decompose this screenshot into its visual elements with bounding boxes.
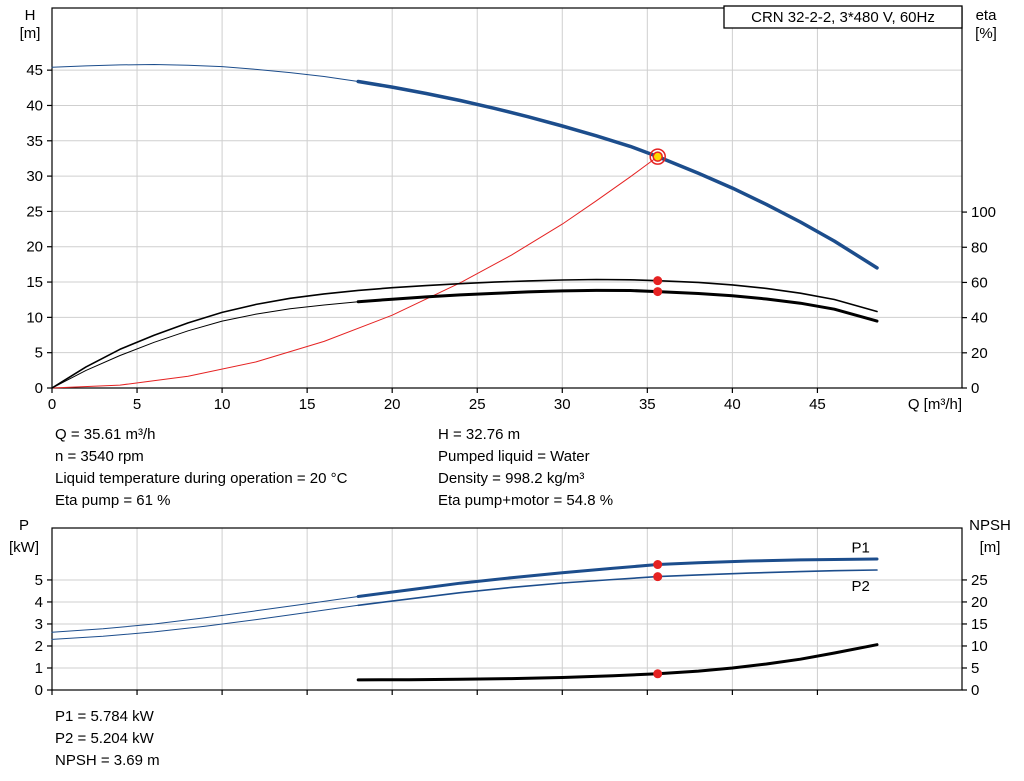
eta-pump-motor-point: [653, 287, 663, 297]
info-flow: Q = 35.61 m³/h: [55, 426, 156, 443]
right-axis-tick-label: 10: [971, 638, 988, 655]
x-axis-tick-label: 35: [639, 396, 656, 413]
right-axis-tick-label: 80: [971, 239, 988, 256]
right-axis-tick-label: 40: [971, 310, 988, 327]
left-axis-tick-label: 40: [26, 97, 43, 114]
left-axis-tick-label: 35: [26, 133, 43, 150]
left-axis-tick-label: 15: [26, 274, 43, 291]
left-axis-tick-label: 2: [35, 638, 43, 655]
duty-point: [652, 151, 663, 162]
duty-info-left: Q = 35.61 m³/h n = 3540 rpm Liquid tempe…: [55, 424, 347, 512]
left-axis-tick-label: 0: [35, 682, 43, 699]
left-axis-unit: [m]: [20, 25, 41, 42]
h-curve: [356, 79, 879, 270]
right-axis-tick-label: 20: [971, 345, 988, 362]
npsh-curve: [356, 643, 879, 682]
left-axis-tick-label: 5: [35, 345, 43, 362]
info-head: H = 32.76 m: [438, 426, 521, 443]
npsh-point: [653, 669, 663, 679]
left-axis-tick-label: 4: [35, 594, 43, 611]
eta-pump-motor-extension: [51, 301, 359, 389]
x-axis-tick-label: 45: [809, 396, 826, 413]
x-axis-tick-label: 5: [133, 396, 141, 413]
x-axis-tick-label: 0: [48, 396, 56, 413]
x-axis-tick-label: 20: [384, 396, 401, 413]
p2-curve: [357, 569, 878, 607]
left-axis-tick-label: 25: [26, 203, 43, 220]
info-npsh: NPSH = 3.69 m: [55, 752, 160, 769]
info-p2: P2 = 5.204 kW: [55, 730, 154, 747]
eta-pump-point: [653, 276, 663, 286]
right-axis-tick-label: 0: [971, 380, 979, 397]
x-axis-title: Q [m³/h]: [908, 396, 962, 413]
info-eta-pump-motor: Eta pump+motor = 54.8 %: [438, 492, 614, 509]
left-axis-tick-label: 30: [26, 168, 43, 185]
power-npsh-chart: 0 1 2 3 4 5 0 5 10 15 20 25 P [kW] NPSH [m] P1 P2: [9, 517, 1011, 699]
right-axis-unit: [m]: [980, 539, 1001, 556]
eta-pump-motor-curve: [356, 288, 879, 323]
p2-point: [653, 572, 663, 582]
right-axis-tick-label: 100: [971, 204, 996, 221]
p1-label: P1: [851, 539, 869, 556]
left-axis-tick-label: 5: [35, 572, 43, 589]
left-axis-unit: [kW]: [9, 539, 39, 556]
x-axis-tick-label: 40: [724, 396, 741, 413]
x-axis-tick-label: 10: [214, 396, 231, 413]
left-axis-tick-label: 20: [26, 239, 43, 256]
right-axis-title: NPSH: [969, 517, 1011, 534]
left-axis-tick-label: 10: [26, 309, 43, 326]
right-axis-tick-label: 20: [971, 594, 988, 611]
info-eta-pump: Eta pump = 61 %: [55, 492, 171, 509]
duty-point-ring: [649, 148, 666, 165]
x-axis-tick-label: 30: [554, 396, 571, 413]
left-axis-title: P: [19, 517, 29, 534]
right-axis-title: eta: [976, 7, 998, 24]
info-density: Density = 998.2 kg/m³: [438, 470, 585, 487]
right-axis-tick-label: 15: [971, 616, 988, 633]
right-axis-tick-label: 0: [971, 682, 979, 699]
left-axis-tick-label: 3: [35, 616, 43, 633]
pump-title: CRN 32-2-2, 3*480 V, 60Hz: [751, 9, 935, 26]
eta-pump-curve: [51, 278, 878, 389]
left-axis-tick-label: 0: [35, 380, 43, 397]
left-axis-tick-label: 45: [26, 62, 43, 79]
info-p1: P1 = 5.784 kW: [55, 708, 154, 725]
p1-extension: [51, 596, 359, 633]
pump-title-box: [723, 5, 963, 29]
right-axis-tick-label: 25: [971, 572, 988, 589]
left-axis-title: H: [25, 7, 36, 24]
x-axis-tick-label: 15: [299, 396, 316, 413]
right-axis-tick-label: 60: [971, 274, 988, 291]
right-axis-tick-label: 5: [971, 660, 979, 677]
info-speed: n = 3540 rpm: [55, 448, 144, 465]
left-axis-tick-label: 1: [35, 660, 43, 677]
x-axis-tick-label: 25: [469, 396, 486, 413]
info-liquid-temperature: Liquid temperature during operation = 20…: [55, 470, 348, 487]
plot-frame: [51, 527, 963, 691]
qh-eta-chart: 0 5 10 15 20 25 30 35 40 45 0 20 40 60 80 100 0 5 10 15 20 25…: [20, 5, 998, 413]
h-curve-extension: [51, 64, 359, 82]
info-pumped-liquid: Pumped liquid = Water: [438, 448, 590, 465]
plot-frame: [51, 7, 963, 389]
p2-label: P2: [851, 578, 869, 595]
duty-info-right: H = 32.76 m Pumped liquid = Water Densit…: [438, 424, 613, 512]
p1-point: [653, 560, 663, 570]
p1-curve: [356, 557, 879, 598]
power-info: P1 = 5.784 kW P2 = 5.204 kW NPSH = 3.69 …: [55, 706, 160, 772]
p2-extension: [51, 604, 359, 640]
right-axis-unit: [%]: [975, 25, 997, 42]
system-curve: [51, 156, 659, 389]
